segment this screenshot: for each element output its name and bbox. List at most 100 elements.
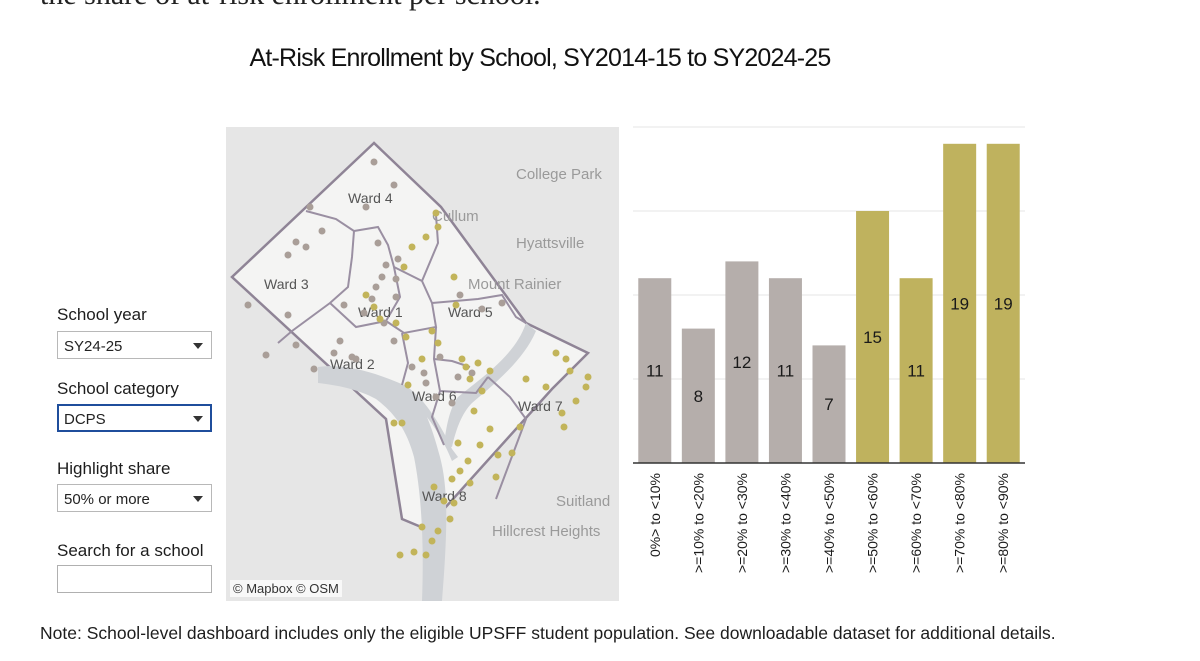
school-dot[interactable] — [340, 301, 348, 309]
school-dot[interactable] — [284, 311, 292, 319]
school-dot[interactable] — [398, 419, 406, 427]
school-dot[interactable] — [494, 451, 502, 459]
school-dot[interactable] — [330, 349, 338, 357]
school-dot[interactable] — [446, 515, 454, 523]
school-dot[interactable] — [382, 261, 390, 269]
school-dot[interactable] — [362, 203, 370, 211]
school-dot[interactable] — [374, 239, 382, 247]
school-dot[interactable] — [466, 375, 474, 383]
school-dot[interactable] — [458, 355, 466, 363]
school-dot[interactable] — [404, 381, 412, 389]
school-dot[interactable] — [468, 369, 476, 377]
school-dot[interactable] — [430, 483, 438, 491]
school-dot[interactable] — [422, 379, 430, 387]
school-dot[interactable] — [454, 439, 462, 447]
school-dot[interactable] — [422, 233, 430, 241]
school-dot[interactable] — [448, 475, 456, 483]
school-dot[interactable] — [370, 303, 378, 311]
school-year-dropdown[interactable]: SY24-25 — [57, 331, 212, 359]
school-dot[interactable] — [302, 243, 310, 251]
school-dot[interactable] — [448, 399, 456, 407]
school-dot[interactable] — [336, 337, 344, 345]
school-dot[interactable] — [408, 363, 416, 371]
bar[interactable] — [681, 328, 715, 463]
school-dot[interactable] — [428, 537, 436, 545]
school-dot[interactable] — [572, 397, 580, 405]
school-dot[interactable] — [396, 551, 404, 559]
school-dot[interactable] — [284, 251, 292, 259]
school-dot[interactable] — [434, 339, 442, 347]
school-dot[interactable] — [378, 273, 386, 281]
school-dot[interactable] — [478, 305, 486, 313]
bar[interactable] — [725, 261, 759, 463]
school-dot[interactable] — [400, 263, 408, 271]
school-dot[interactable] — [470, 407, 478, 415]
bar[interactable] — [986, 143, 1020, 464]
search-school-input[interactable] — [57, 565, 212, 593]
bar[interactable] — [638, 278, 672, 463]
school-dot[interactable] — [402, 333, 410, 341]
school-dot[interactable] — [368, 295, 376, 303]
school-dot[interactable] — [392, 293, 400, 301]
school-dot[interactable] — [508, 449, 516, 457]
bar[interactable] — [768, 278, 802, 463]
school-dot[interactable] — [456, 467, 464, 475]
school-map[interactable]: College Park Cullum Hyattsville Mount Ra… — [226, 127, 619, 601]
bar[interactable] — [899, 278, 933, 463]
school-dot[interactable] — [422, 551, 430, 559]
school-dot[interactable] — [410, 548, 418, 556]
school-dot[interactable] — [566, 367, 574, 375]
school-dot[interactable] — [432, 393, 440, 401]
school-dot[interactable] — [486, 425, 494, 433]
school-dot[interactable] — [582, 383, 590, 391]
school-dot[interactable] — [392, 319, 400, 327]
school-dot[interactable] — [456, 291, 464, 299]
school-dot[interactable] — [310, 365, 318, 373]
school-dot[interactable] — [428, 327, 436, 335]
school-dot[interactable] — [492, 473, 500, 481]
school-dot[interactable] — [362, 291, 370, 299]
school-dot[interactable] — [440, 497, 448, 505]
school-dot[interactable] — [450, 499, 458, 507]
school-dot[interactable] — [306, 203, 314, 211]
school-dot[interactable] — [360, 309, 368, 317]
school-dot[interactable] — [466, 479, 474, 487]
school-dot[interactable] — [432, 209, 440, 217]
school-dot[interactable] — [392, 275, 400, 283]
school-dot[interactable] — [434, 223, 442, 231]
school-dot[interactable] — [562, 355, 570, 363]
school-dot[interactable] — [464, 457, 472, 465]
bar[interactable] — [812, 345, 846, 463]
school-dot[interactable] — [498, 299, 506, 307]
school-dot[interactable] — [352, 355, 360, 363]
school-dot[interactable] — [418, 355, 426, 363]
school-dot[interactable] — [478, 387, 486, 395]
school-dot[interactable] — [436, 353, 444, 361]
school-dot[interactable] — [450, 273, 458, 281]
bar[interactable] — [856, 211, 890, 463]
school-dot[interactable] — [370, 158, 378, 166]
school-category-dropdown[interactable]: DCPS — [57, 404, 212, 432]
highlight-share-dropdown[interactable]: 50% or more — [57, 484, 212, 512]
bar[interactable] — [943, 143, 977, 464]
school-dot[interactable] — [522, 375, 530, 383]
school-dot[interactable] — [390, 419, 398, 427]
school-dot[interactable] — [292, 238, 300, 246]
school-dot[interactable] — [560, 423, 568, 431]
school-dot[interactable] — [372, 283, 380, 291]
school-dot[interactable] — [584, 373, 592, 381]
school-dot[interactable] — [420, 369, 428, 377]
school-dot[interactable] — [390, 337, 398, 345]
school-dot[interactable] — [394, 255, 402, 263]
school-dot[interactable] — [462, 363, 470, 371]
school-dot[interactable] — [476, 441, 484, 449]
school-dot[interactable] — [516, 423, 524, 431]
school-dot[interactable] — [454, 373, 462, 381]
school-dot[interactable] — [542, 383, 550, 391]
school-dot[interactable] — [262, 351, 270, 359]
school-dot[interactable] — [244, 301, 252, 309]
school-dot[interactable] — [390, 181, 398, 189]
school-dot[interactable] — [376, 315, 384, 323]
school-dot[interactable] — [486, 367, 494, 375]
school-dot[interactable] — [318, 227, 326, 235]
